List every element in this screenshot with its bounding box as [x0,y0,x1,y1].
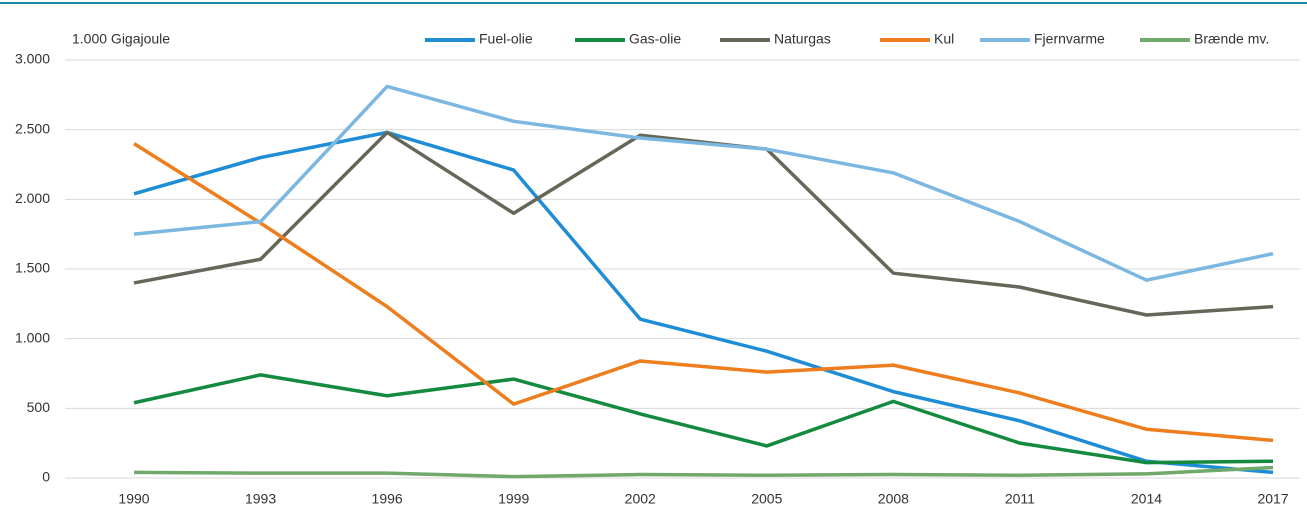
legend-label: Naturgas [774,31,831,47]
legend-label: Kul [934,31,954,47]
series-line [133,373,1274,465]
x-tick-label: 2005 [751,491,782,507]
x-tick-label: 1996 [372,491,403,507]
series-line [133,130,1274,317]
legend-label: Fuel-olie [479,31,533,47]
legend-label: Gas-olie [629,31,681,47]
y-tick-label: 2.000 [15,190,50,206]
x-tick-label: 2008 [878,491,909,507]
series-line [133,84,1274,282]
x-tick-label: 1990 [118,491,149,507]
x-tick-label: 2014 [1131,491,1162,507]
y-tick-label: 1.000 [15,329,50,345]
x-tick-label: 1993 [245,491,276,507]
x-tick-label: 2002 [625,491,656,507]
y-tick-label: 1.500 [15,260,50,276]
legend-label: Fjernvarme [1034,31,1105,47]
series-line [133,142,1274,443]
series-line [133,130,1274,475]
x-tick-label: 1999 [498,491,529,507]
y-tick-label: 0 [42,469,50,485]
y-tick-label: 3.000 [15,51,50,67]
unit-label: 1.000 Gigajoule [72,31,170,47]
x-tick-label: 2011 [1005,491,1035,507]
series-line [133,465,1274,479]
x-tick-label: 2017 [1257,491,1288,507]
legend-label: Brænde mv. [1194,31,1269,47]
y-tick-label: 500 [27,399,51,415]
y-tick-label: 2.500 [15,120,50,136]
